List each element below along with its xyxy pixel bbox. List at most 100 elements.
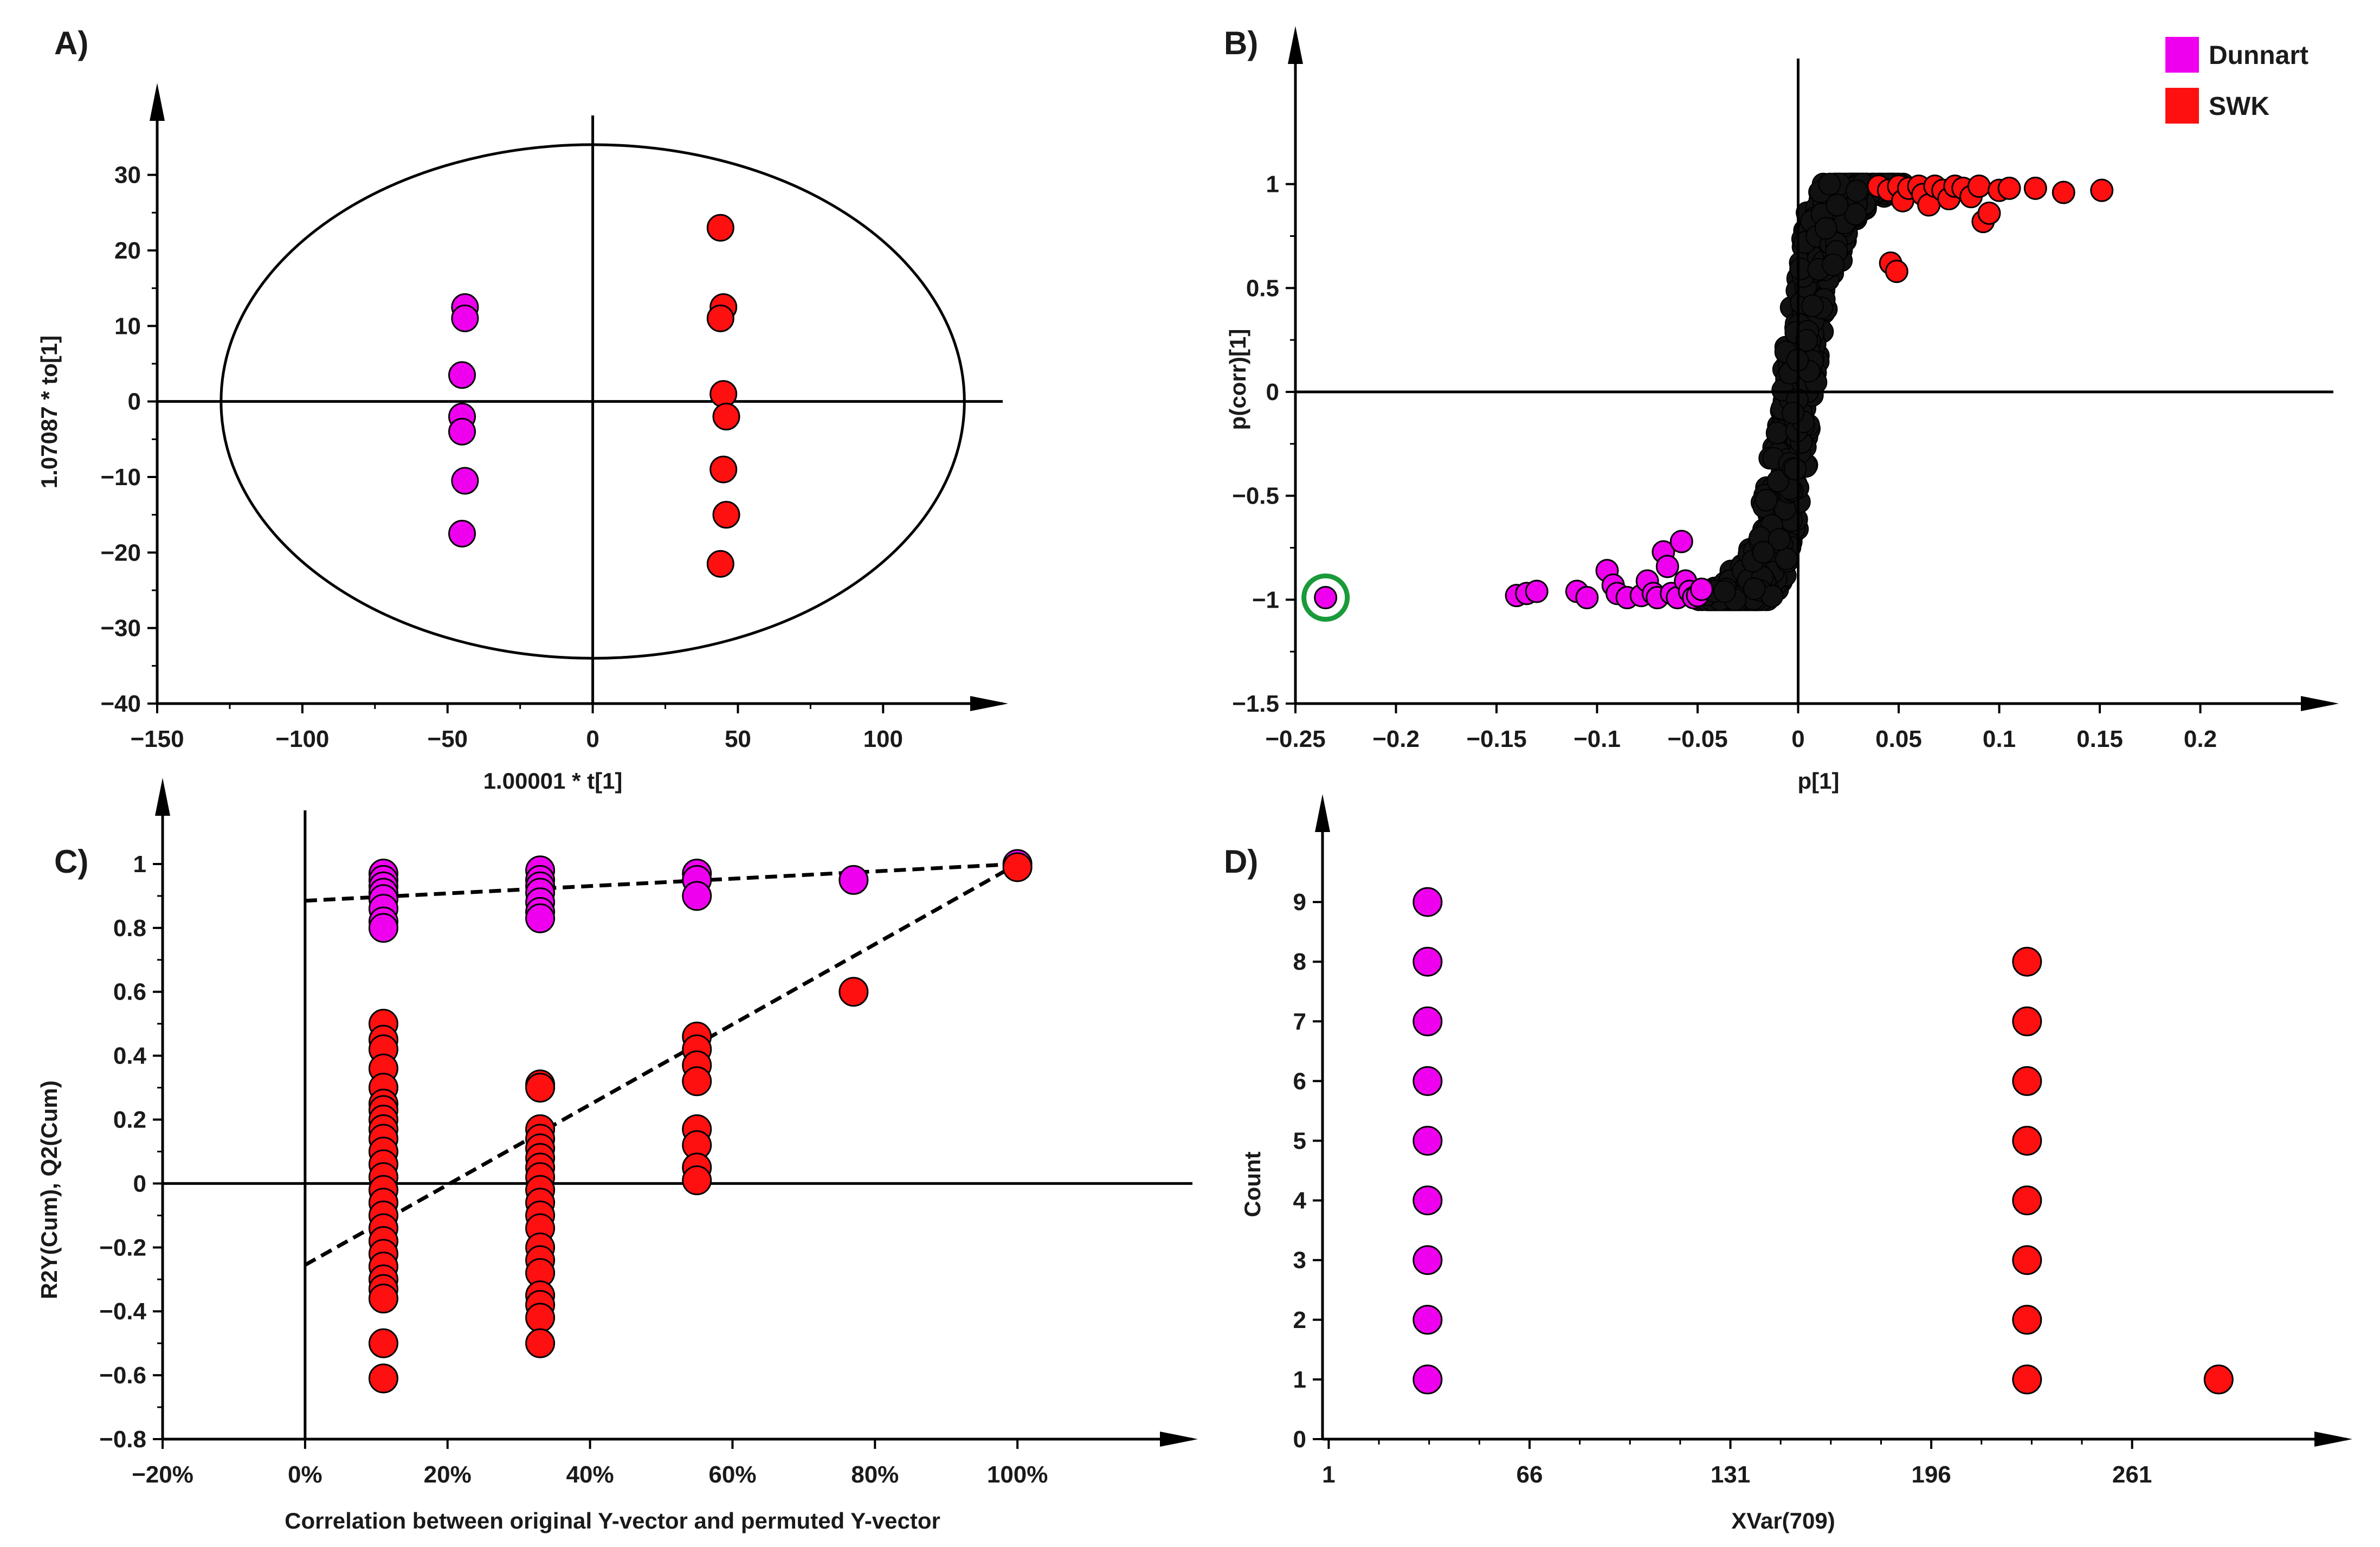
trendline-r2y — [305, 862, 1018, 903]
point-c-q2-cum — [525, 1328, 556, 1358]
point-c-q2-cum — [839, 977, 869, 1007]
point-d-swk — [2012, 1006, 2042, 1036]
y-tick-label-a: −30 — [100, 615, 141, 642]
x-axis-label-b: p[1] — [1798, 768, 1840, 794]
y-tick-label-d: 7 — [1293, 1008, 1306, 1035]
x-tick-label-b: 0.1 — [1983, 726, 2016, 752]
x-ticks-c: −20% 0% 20% 40% 60% 80% 100% — [132, 1439, 1048, 1488]
background-variable-point — [1801, 294, 1824, 318]
y-tick-label-d: 4 — [1293, 1188, 1307, 1214]
axes-c — [155, 778, 1198, 1447]
x-axis-label-a: 1.00001 * t[1] — [483, 768, 623, 794]
x-tick-label-b: 0.05 — [1875, 726, 1922, 752]
point-d-swk — [2012, 1364, 2042, 1395]
point-b-dunnart — [1655, 555, 1679, 578]
point-c-q2-cum — [368, 1284, 398, 1314]
legend-label-swk: SWK — [2209, 92, 2269, 121]
point-d-dunnart — [1412, 887, 1443, 917]
y-tick-label-a: −40 — [100, 691, 141, 717]
x-tick-label-b: −0.1 — [1573, 726, 1621, 752]
panel-label-a: A) — [54, 25, 88, 61]
x-tick-label-d: 261 — [2112, 1461, 2152, 1488]
legend-swatch-dunnart — [2165, 37, 2199, 73]
axes-a — [150, 83, 1008, 711]
y-tick-label-a: −10 — [100, 464, 141, 491]
x-tick-label-b: −0.05 — [1667, 726, 1727, 752]
regression-lines — [304, 862, 1018, 1267]
y-tick-label-a: 20 — [114, 237, 141, 264]
y-tick-label-c: 0.6 — [113, 979, 146, 1005]
x-tick-label-a: −150 — [130, 726, 184, 752]
background-variable-point — [1822, 253, 1845, 276]
point-d-dunnart — [1412, 1006, 1443, 1036]
point-c-q2-cum — [368, 1363, 398, 1394]
y-tick-label-c: 0.2 — [113, 1107, 146, 1133]
x-tick-label-c: 80% — [851, 1461, 899, 1488]
legend-swatch-swk — [2165, 88, 2199, 124]
point-c-r2y-cum — [682, 881, 712, 911]
x-tick-label-b: −0.15 — [1466, 726, 1526, 752]
y-tick-label-d: 8 — [1293, 949, 1306, 975]
legend-item-dunnart: Dunnart — [2165, 37, 2308, 73]
y-tick-label-a: 0 — [128, 389, 141, 415]
y-tick-label-c: −0.8 — [99, 1426, 146, 1453]
point-c-q2-cum — [1002, 852, 1033, 882]
y-ticks-a: −40 −30 −20 −10 0 10 20 30 — [100, 162, 157, 717]
y-ticks-b: −1.5 −1 −0.5 0 0.5 1 — [1232, 171, 1295, 717]
axes-d — [1315, 794, 2352, 1447]
point-c-q2-cum — [682, 1165, 712, 1196]
point-b-dunnart — [1689, 577, 1713, 601]
y-tick-label-b: 0 — [1266, 379, 1279, 405]
trendline-q2 — [304, 862, 1018, 1267]
point-d-dunnart — [1412, 946, 1443, 977]
point-a-dunnart — [448, 520, 476, 547]
y-tick-label-d: 5 — [1293, 1127, 1306, 1154]
y-tick-label-c: 1 — [133, 851, 146, 878]
point-a-dunnart — [451, 304, 479, 332]
x-tick-label-a: 100 — [863, 726, 903, 752]
point-c-q2-cum — [682, 1066, 712, 1097]
point-d-swk — [2012, 1125, 2042, 1156]
background-variable-point — [1752, 540, 1775, 564]
points-a — [448, 214, 740, 578]
points-d — [1412, 887, 2234, 1395]
x-axis-label-d: XVar(709) — [1731, 1508, 1835, 1533]
point-b-swk — [1885, 260, 1908, 283]
y-axis-label-c: R2Y(Cum), Q2(Cum) — [36, 1080, 62, 1299]
y-tick-label-b: −1.5 — [1232, 691, 1279, 717]
point-c-r2y-cum — [839, 865, 869, 895]
y-axis-arrow-b — [1288, 26, 1303, 64]
x-tick-label-b: 0.2 — [2184, 726, 2217, 752]
point-b-swk — [2090, 178, 2114, 202]
x-axis-label-c: Correlation between original Y-vector an… — [285, 1508, 940, 1533]
point-c-q2-cum — [525, 1073, 556, 1103]
background-variable-point — [1768, 528, 1791, 551]
point-d-swk — [2012, 1066, 2042, 1096]
x-tick-label-b: −0.2 — [1372, 726, 1420, 752]
x-tick-label-d: 196 — [1911, 1461, 1951, 1488]
background-variable-point — [1743, 577, 1766, 601]
x-tick-label-c: 60% — [708, 1461, 756, 1488]
point-d-dunnart — [1412, 1305, 1443, 1335]
point-b-swk — [1977, 201, 2001, 225]
y-tick-label-d: 1 — [1293, 1366, 1306, 1393]
y-axis-arrow-d — [1315, 794, 1330, 832]
panel-label-b: B) — [1224, 25, 1258, 61]
background-variable-cloud — [1682, 172, 1915, 611]
point-d-dunnart — [1412, 1185, 1443, 1216]
panel-label-c: C) — [54, 843, 88, 880]
y-ticks-c: −0.8 −0.6 −0.4 −0.2 0 0.2 0.4 0.6 0.8 1 — [99, 851, 163, 1453]
y-tick-label-c: −0.4 — [99, 1298, 146, 1325]
background-variable-point — [1775, 547, 1798, 570]
highlight-marker — [1301, 573, 1350, 622]
x-tick-label-a: 50 — [725, 726, 751, 752]
panel-a: A) −150 −100 −50 0 50 100 −40−30−20−100102030… — [36, 25, 1008, 794]
y-tick-label-c: 0 — [133, 1170, 146, 1197]
point-a-swk — [710, 455, 738, 484]
point-c-q2-cum — [525, 1303, 556, 1333]
y-tick-label-b: 1 — [1266, 171, 1279, 198]
point-b-dunnart — [1525, 579, 1549, 603]
background-variable-point — [1713, 580, 1736, 603]
background-variable-point — [1795, 328, 1818, 352]
